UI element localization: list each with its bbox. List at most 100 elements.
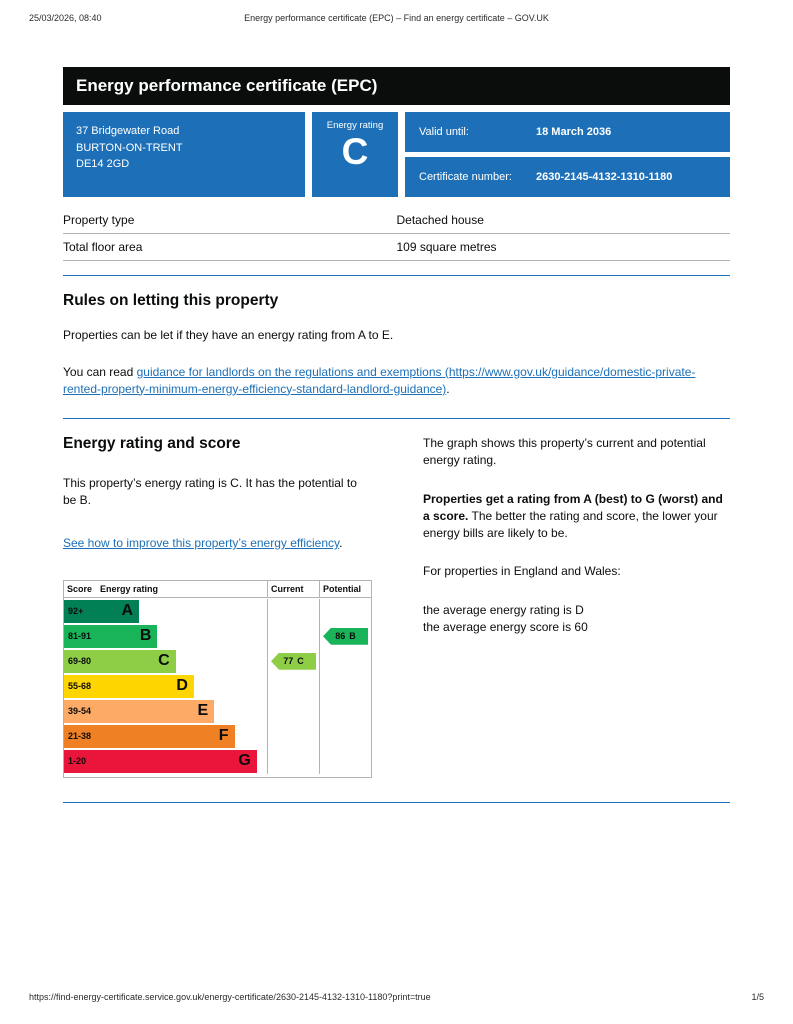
epc-band-row-B: 81-91 B 86 B	[64, 623, 371, 649]
rating-section-left: Energy rating and score This property’s …	[63, 435, 372, 778]
epc-band-bar-G: 1-20 G	[64, 749, 257, 773]
improve-efficiency-link[interactable]: See how to improve this property’s energ…	[63, 535, 340, 550]
certificate-content: Energy performance certificate (EPC) 37 …	[63, 67, 730, 803]
chart-col-energy-rating: Energy rating	[100, 583, 159, 594]
epc-band-bar-E: 39-54 E	[64, 699, 215, 723]
rating-section-right: The graph shows this property’s current …	[423, 435, 730, 777]
certificate-number-value: 2630-2145-4132-1310-1180	[536, 171, 673, 183]
print-footer-url: https://find-energy-certificate.service.…	[29, 992, 431, 1002]
epc-band-score-range: 92+	[68, 606, 84, 617]
epc-band-bar-A: 92+ A	[64, 599, 140, 623]
rating-explainer-para: Properties get a rating from A (best) to…	[423, 491, 730, 541]
epc-band-letter: B	[139, 627, 152, 645]
epc-band-row-G: 1-20 G	[64, 748, 371, 774]
property-type-label: Property type	[63, 213, 135, 227]
epc-current-cell	[267, 598, 319, 624]
potential-rating-indicator: 86 B	[323, 627, 368, 645]
epc-band-bar-F: 21-38 F	[64, 724, 235, 748]
chart-col-potential: Potential	[319, 580, 371, 597]
epc-band-letter: G	[238, 752, 251, 770]
section-divider	[63, 275, 730, 276]
epc-band-score-range: 55-68	[68, 681, 92, 692]
print-page-title: Energy performance certificate (EPC) – F…	[244, 13, 549, 23]
epc-band-area: 92+ A	[64, 599, 267, 624]
address-line-3: DE14 2GD	[76, 158, 130, 170]
landlord-guidance-link[interactable]: guidance for landlords on the regulation…	[63, 364, 696, 396]
print-page-indicator: 1/5	[751, 992, 764, 1002]
valid-until-label: Valid until:	[419, 126, 469, 138]
epc-band-row-A: 92+ A	[64, 598, 371, 624]
print-footer: https://find-energy-certificate.service.…	[0, 992, 793, 1004]
summary-row: 37 Bridgewater Road BURTON-ON-TRENT DE14…	[63, 112, 730, 197]
epc-current-cell	[267, 748, 319, 774]
property-address-box: 37 Bridgewater Road BURTON-ON-TRENT DE14…	[63, 112, 305, 197]
epc-current-cell	[267, 673, 319, 699]
average-rating-line: the average energy rating is D	[423, 603, 584, 618]
table-row: Total floor area 109 square metres	[63, 234, 730, 261]
floor-area-label: Total floor area	[63, 240, 143, 254]
property-type-value: Detached house	[396, 213, 484, 227]
chart-col-current: Current	[267, 580, 319, 597]
rating-summary-para: This property’s energy rating is C. It h…	[63, 476, 357, 508]
epc-band-letter: A	[121, 602, 134, 620]
letting-rules-para: Properties can be let if they have an en…	[63, 328, 394, 342]
epc-band-score-range: 21-38	[68, 731, 92, 742]
epc-band-area: 55-68 D	[64, 674, 267, 699]
epc-band-score-range: 81-91	[68, 631, 92, 642]
epc-current-cell	[267, 623, 319, 649]
property-details-table: Property type Detached house Total floor…	[63, 207, 730, 261]
epc-band-bar-C: 69-80 C	[64, 649, 176, 673]
rating-explainer-bold: Properties get a rating from A (best) to…	[423, 491, 723, 523]
rating-score-heading: Energy rating and score	[63, 435, 241, 453]
epc-potential-cell	[319, 748, 371, 774]
epc-current-cell	[267, 723, 319, 749]
valid-until-value: 18 March 2036	[536, 126, 612, 138]
guidance-text-suffix: .	[446, 381, 450, 396]
epc-potential-cell	[319, 723, 371, 749]
epc-band-letter: D	[176, 677, 188, 695]
address-line-2: BURTON-ON-TRENT	[76, 141, 183, 154]
print-datetime: 25/03/2026, 08:40	[29, 13, 102, 23]
england-wales-para: For properties in England and Wales:	[423, 564, 621, 579]
print-header: 25/03/2026, 08:40 Energy performance cer…	[0, 13, 793, 25]
epc-band-area: 39-54 E	[64, 699, 267, 724]
section-divider	[63, 418, 730, 420]
certificate-banner: Energy performance certificate (EPC)	[63, 67, 730, 105]
epc-band-bar-B: 81-91 B	[64, 624, 158, 648]
improve-suffix: .	[339, 535, 343, 550]
epc-potential-cell: 86 B	[319, 623, 371, 649]
rating-explainer-rest: The better the rating and score, the low…	[423, 508, 718, 540]
epc-band-letter: F	[218, 727, 229, 745]
certificate-meta-column: Valid until: 18 March 2036 Certificate n…	[405, 112, 730, 197]
epc-chart-body: 92+ A 81-91 B 86 B 69-80 C 77 C 55-68 D 39-54 E 21-38 F…	[64, 598, 371, 777]
epc-potential-cell	[319, 648, 371, 674]
section-divider	[63, 801, 730, 803]
certificate-number-box: Certificate number: 2630-2145-4132-1310-…	[405, 157, 730, 197]
chart-col-score: Score	[67, 583, 93, 594]
rating-section: Energy rating and score This property’s …	[63, 435, 730, 778]
epc-band-letter: C	[158, 652, 170, 670]
epc-band-area: 21-38 F	[64, 724, 267, 749]
epc-band-row-D: 55-68 D	[64, 673, 371, 699]
epc-chart-header: Score Energy rating Current Potential	[64, 580, 371, 598]
banner-title: Energy performance certificate (EPC)	[76, 76, 378, 95]
epc-potential-cell	[319, 598, 371, 624]
letting-rules-heading: Rules on letting this property	[63, 292, 279, 309]
epc-current-cell: 77 C	[267, 648, 319, 674]
epc-band-score-range: 1-20	[68, 756, 87, 767]
graph-intro-para: The graph shows this property’s current …	[423, 436, 706, 468]
average-score-line: the average energy score is 60	[423, 619, 588, 634]
epc-potential-cell	[319, 698, 371, 724]
epc-band-score-range: 39-54	[68, 706, 92, 717]
epc-band-area: 1-20 G	[64, 749, 267, 774]
epc-band-row-C: 69-80 C 77 C	[64, 648, 371, 674]
epc-potential-cell	[319, 673, 371, 699]
guidance-text-prefix: You can read	[63, 364, 137, 379]
energy-rating-value: C	[341, 131, 369, 172]
epc-band-area: 69-80 C	[64, 649, 267, 674]
epc-band-bar-D: 55-68 D	[64, 674, 194, 698]
current-rating-indicator-letter: C	[297, 656, 304, 667]
epc-band-score-range: 69-80	[68, 656, 92, 667]
certificate-number-label: Certificate number:	[419, 171, 512, 183]
